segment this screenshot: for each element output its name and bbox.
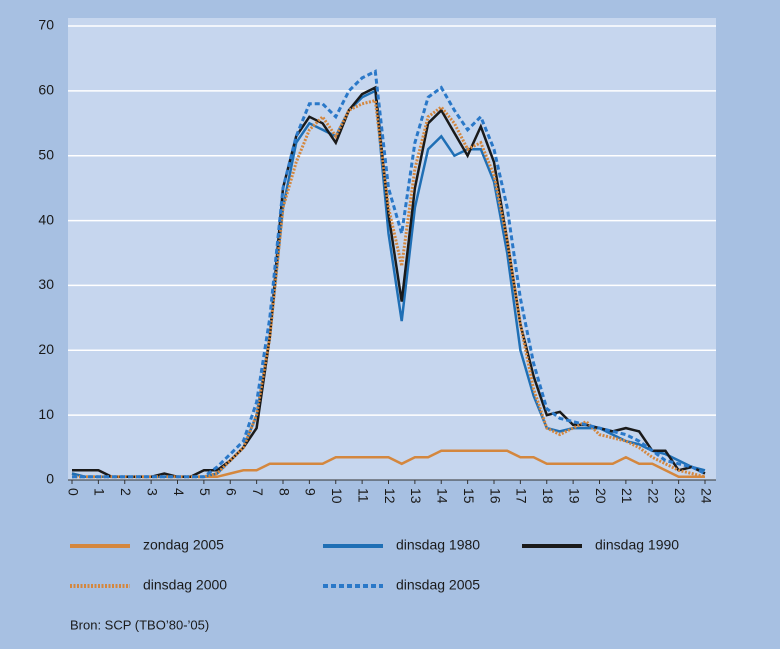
y-tick-label: 10 xyxy=(38,406,54,422)
y-tick-label: 60 xyxy=(38,82,54,98)
x-tick-label: 6 xyxy=(224,488,240,496)
legend-label: dinsdag 2005 xyxy=(396,577,480,593)
x-tick-label: 22 xyxy=(646,488,662,504)
x-tick-label: 23 xyxy=(672,488,688,504)
x-tick-label: 21 xyxy=(619,488,635,504)
x-tick-label: 18 xyxy=(540,488,556,504)
x-tick-label: 19 xyxy=(566,488,582,504)
x-tick-label: 3 xyxy=(144,488,160,496)
source: Bron: SCP (TBO’80-’05) xyxy=(70,617,209,632)
x-tick-label: 17 xyxy=(514,488,530,504)
legend-label: dinsdag 1980 xyxy=(396,537,480,553)
x-tick-label: 14 xyxy=(435,488,451,504)
x-tick-label: 11 xyxy=(355,488,371,503)
y-tick-label: 0 xyxy=(46,471,54,487)
x-tick-label: 13 xyxy=(408,488,424,504)
x-tick-label: 15 xyxy=(461,488,477,504)
legend-label: zondag 2005 xyxy=(143,537,224,553)
y-tick-label: 50 xyxy=(38,146,54,162)
x-tick-label: 4 xyxy=(171,488,187,496)
x-tick-label: 24 xyxy=(698,488,714,504)
x-tick-label: 2 xyxy=(118,488,134,496)
x-tick-label: 20 xyxy=(593,488,609,504)
x-tick-label: 10 xyxy=(329,488,345,504)
x-tick-label: 1 xyxy=(92,488,108,496)
legend-label: dinsdag 1990 xyxy=(595,537,679,553)
x-tick-label: 16 xyxy=(487,488,503,504)
legend-label: dinsdag 2000 xyxy=(143,577,227,593)
y-tick-label: 70 xyxy=(38,17,54,33)
y-tick-label: 30 xyxy=(38,276,54,292)
y-tick-label: 20 xyxy=(38,341,54,357)
x-tick-label: 12 xyxy=(382,488,398,504)
x-tick-label: 5 xyxy=(197,488,213,496)
series-line xyxy=(72,69,706,479)
x-tick-label: 8 xyxy=(276,488,292,496)
x-tick-label: 9 xyxy=(303,488,319,496)
y-tick-label: 40 xyxy=(38,211,54,227)
x-tick-label: 0 xyxy=(65,488,81,496)
x-tick-label: 7 xyxy=(250,488,266,496)
